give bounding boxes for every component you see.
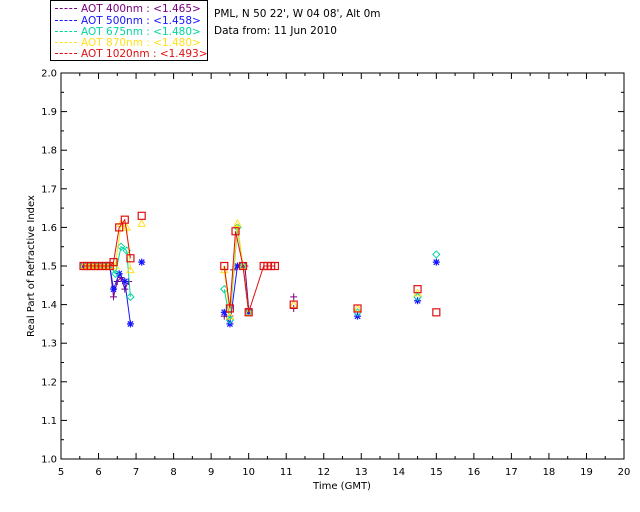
legend-label-500: AOT 500nm : <1.458> (81, 15, 201, 27)
legend-swatch-1020 (55, 50, 77, 56)
legend-item-400: AOT 400nm : <1.465> (55, 3, 201, 15)
legend-label-1020: AOT 1020nm : <1.493> (81, 48, 208, 60)
data-point-diamond (432, 250, 441, 259)
plot-frame (60, 72, 625, 460)
data-point-asterisk (220, 308, 228, 316)
data-point-diamond (126, 292, 135, 302)
legend-label-675: AOT 675nm : <1.480> (81, 26, 201, 38)
y-tick-label: 1.3 (41, 339, 57, 350)
x-tick-label: 9 (208, 467, 214, 478)
x-tick-label: 19 (580, 467, 593, 478)
legend-item-870: AOT 870nm : <1.480> (55, 37, 201, 49)
legend-item-1020: AOT 1020nm : <1.493> (55, 48, 208, 60)
data-point-square (120, 215, 129, 224)
data-point-plus (290, 293, 298, 301)
data-point-square (225, 304, 234, 313)
data-point-triangle (353, 303, 362, 312)
data-point-asterisk (110, 285, 118, 293)
y-tick-label: 1.6 (41, 223, 57, 234)
data-point-square (413, 285, 422, 294)
x-tick-label: 6 (95, 467, 101, 478)
data-point-triangle (137, 219, 147, 227)
y-tick-label: 1.0 (41, 455, 57, 466)
legend-item-675: AOT 675nm : <1.480> (55, 26, 201, 38)
legend-label-870: AOT 870nm : <1.480> (81, 37, 201, 49)
series-aot-675nm (79, 223, 441, 325)
axis-ticks: 5 6 7 8 9 10 11 12 13 14 15 16 17 18 19 20 1.0 1.1 1.2 1.3 1… (41, 69, 630, 479)
x-tick-label: 12 (317, 467, 330, 478)
y-tick-label: 1.1 (41, 416, 57, 427)
x-tick-label: 15 (430, 467, 443, 478)
data-point-square (432, 308, 441, 317)
y-tick-label: 1.5 (41, 262, 57, 273)
data-point-diamond (111, 269, 120, 278)
data-point-triangle (126, 265, 135, 274)
series-line (83, 265, 131, 324)
data-point-asterisk (432, 258, 440, 266)
data-point-square (353, 304, 362, 313)
data-point-asterisk (121, 277, 129, 285)
data-point-triangle (225, 311, 235, 320)
legend-item-500: AOT 500nm : <1.458> (55, 15, 201, 27)
x-tick-label: 16 (467, 467, 480, 478)
legend-swatch-675 (55, 28, 77, 34)
y-tick-label: 2.0 (41, 69, 57, 80)
data-point-square (109, 258, 118, 267)
legend-swatch-400 (55, 5, 77, 11)
data-point-square (137, 211, 146, 220)
legend-swatch-870 (55, 39, 77, 45)
legend-swatch-500 (55, 17, 77, 23)
series-aot-400nm (80, 262, 298, 320)
data-marks (79, 211, 441, 328)
data-point-plus (110, 293, 118, 301)
y-tick-label: 1.9 (41, 107, 57, 118)
x-tick-label: 10 (242, 467, 255, 478)
data-point-square (270, 261, 280, 271)
data-point-asterisk (233, 262, 241, 270)
x-tick-label: 8 (170, 467, 176, 478)
y-tick-label: 1.2 (41, 377, 57, 388)
data-point-square (238, 261, 248, 271)
date-info: Data from: 11 Jun 2010 (214, 25, 337, 37)
y-tick-label: 1.4 (41, 300, 57, 311)
data-point-asterisk (126, 320, 134, 328)
data-point-plus (121, 285, 129, 293)
data-point-square (244, 308, 253, 317)
data-point-triangle (244, 307, 254, 316)
x-tick-label: 20 (618, 467, 631, 478)
data-point-square (231, 227, 240, 236)
x-tick-label: 18 (543, 467, 556, 478)
legend-label-400: AOT 400nm : <1.465> (81, 3, 201, 15)
legend: AOT 400nm : <1.465> AOT 500nm : <1.458> … (50, 0, 208, 61)
x-tick-label: 5 (58, 467, 64, 478)
data-point-square (115, 223, 124, 232)
series-aot-1020nm (79, 211, 441, 317)
series-line (223, 231, 275, 313)
data-point-square (289, 300, 298, 309)
y-axis-label: Real Part of Refractive Index (26, 195, 37, 337)
x-tick-label: 11 (280, 467, 293, 478)
data-point-square (126, 254, 135, 263)
series-aot-870nm (79, 219, 422, 320)
data-point-square (220, 261, 229, 271)
y-tick-label: 1.8 (41, 146, 57, 157)
data-point-asterisk (138, 258, 146, 266)
x-tick-label: 7 (133, 467, 139, 478)
data-point-diamond (116, 242, 126, 251)
x-tick-label: 14 (392, 467, 405, 478)
x-axis-label: Time (GMT) (312, 481, 371, 492)
y-tick-label: 1.7 (41, 184, 57, 195)
data-point-triangle (233, 219, 242, 227)
x-tick-label: 17 (505, 467, 518, 478)
x-tick-label: 13 (355, 467, 368, 478)
site-info: PML, N 50 22', W 04 08', Alt 0m (214, 8, 381, 20)
data-point-triangle (289, 300, 299, 308)
